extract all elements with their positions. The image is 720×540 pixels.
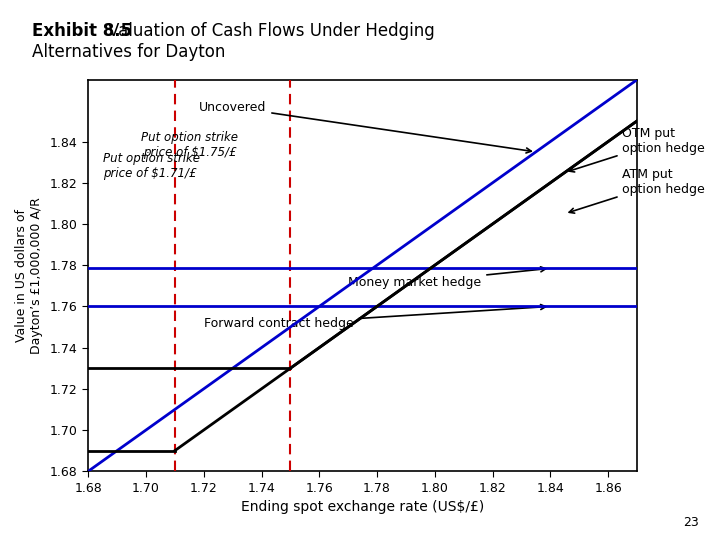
Y-axis label: Value in US dollars of
Dayton’s £1,000,000 A/R: Value in US dollars of Dayton’s £1,000,0… [15, 197, 43, 354]
Text: Exhibit 8.5: Exhibit 8.5 [32, 22, 132, 39]
X-axis label: Ending spot exchange rate (US$/£): Ending spot exchange rate (US$/£) [241, 500, 485, 514]
Text: Alternatives for Dayton: Alternatives for Dayton [32, 43, 226, 61]
Text: Valuation of Cash Flows Under Hedging: Valuation of Cash Flows Under Hedging [108, 22, 435, 39]
Text: ATM put
option hedge: ATM put option hedge [570, 168, 706, 213]
Text: Forward contract hedge: Forward contract hedge [204, 305, 546, 330]
Text: OTM put
option hedge: OTM put option hedge [570, 127, 706, 172]
Text: Put option strike
price of $1.75/£: Put option strike price of $1.75/£ [141, 131, 238, 159]
Text: 23: 23 [683, 516, 698, 529]
Text: Put option strike
price of $1.71/£: Put option strike price of $1.71/£ [103, 152, 199, 180]
Text: Money market hedge: Money market hedge [348, 267, 546, 289]
Text: Uncovered: Uncovered [199, 100, 531, 153]
